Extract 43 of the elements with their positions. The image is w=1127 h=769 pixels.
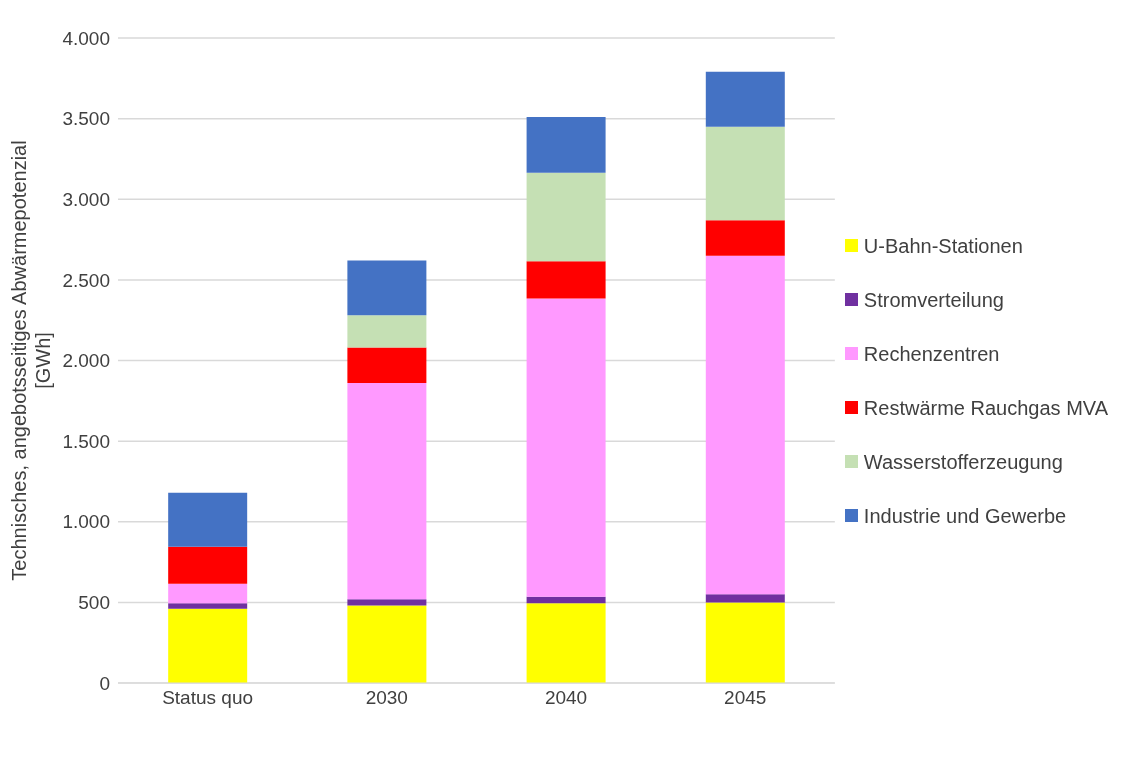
bar (526, 117, 606, 173)
y-tick-label: 500 (78, 592, 110, 614)
y-tick-label: 1.500 (62, 430, 110, 452)
bar (705, 71, 785, 127)
bar (526, 603, 606, 683)
legend-label: Rechenzentren (863, 341, 1000, 367)
y-tick-label: 4.000 (62, 27, 110, 49)
bar (705, 594, 785, 603)
x-tick-label: 2045 (724, 687, 767, 709)
bar (347, 260, 427, 316)
bar (347, 599, 427, 606)
bar (705, 220, 785, 256)
bar (168, 546, 248, 584)
bar (526, 596, 606, 604)
y-tick-label: 2.000 (62, 350, 110, 372)
bar (526, 261, 606, 299)
bar (705, 255, 785, 595)
y-tick-label: 0 (99, 672, 110, 694)
bar (347, 347, 427, 384)
x-tick-label: 2040 (544, 687, 588, 709)
bar (168, 583, 248, 604)
bar (347, 315, 427, 348)
x-tick-label: Status quo (162, 687, 254, 709)
y-tick-label: 3.000 (62, 188, 110, 210)
legend-label: Industrie und Gewerbe (863, 503, 1067, 529)
x-tick-label: 2030 (365, 687, 408, 709)
bar (705, 126, 785, 221)
legend-label: Wasserstofferzeugung (863, 449, 1063, 475)
bar (168, 608, 248, 683)
y-axis-title: Technisches, angebotsseitiges Abwärmepotenzial [GWh] (8, 140, 54, 581)
bar (347, 605, 427, 683)
bar (526, 298, 606, 597)
bar (347, 383, 427, 600)
y-tick-label: 3.500 (62, 108, 110, 130)
bar (168, 492, 248, 547)
legend-label: Stromverteilung (863, 287, 1004, 313)
bar (705, 602, 785, 683)
bar (526, 172, 606, 262)
legend-label: U-Bahn-Stationen (863, 233, 1023, 259)
bar (168, 603, 248, 609)
y-tick-label: 1.000 (62, 511, 110, 533)
y-tick-label: 2.500 (62, 269, 110, 291)
legend-label: Restwärme Rauchgas MVA (863, 395, 1108, 421)
